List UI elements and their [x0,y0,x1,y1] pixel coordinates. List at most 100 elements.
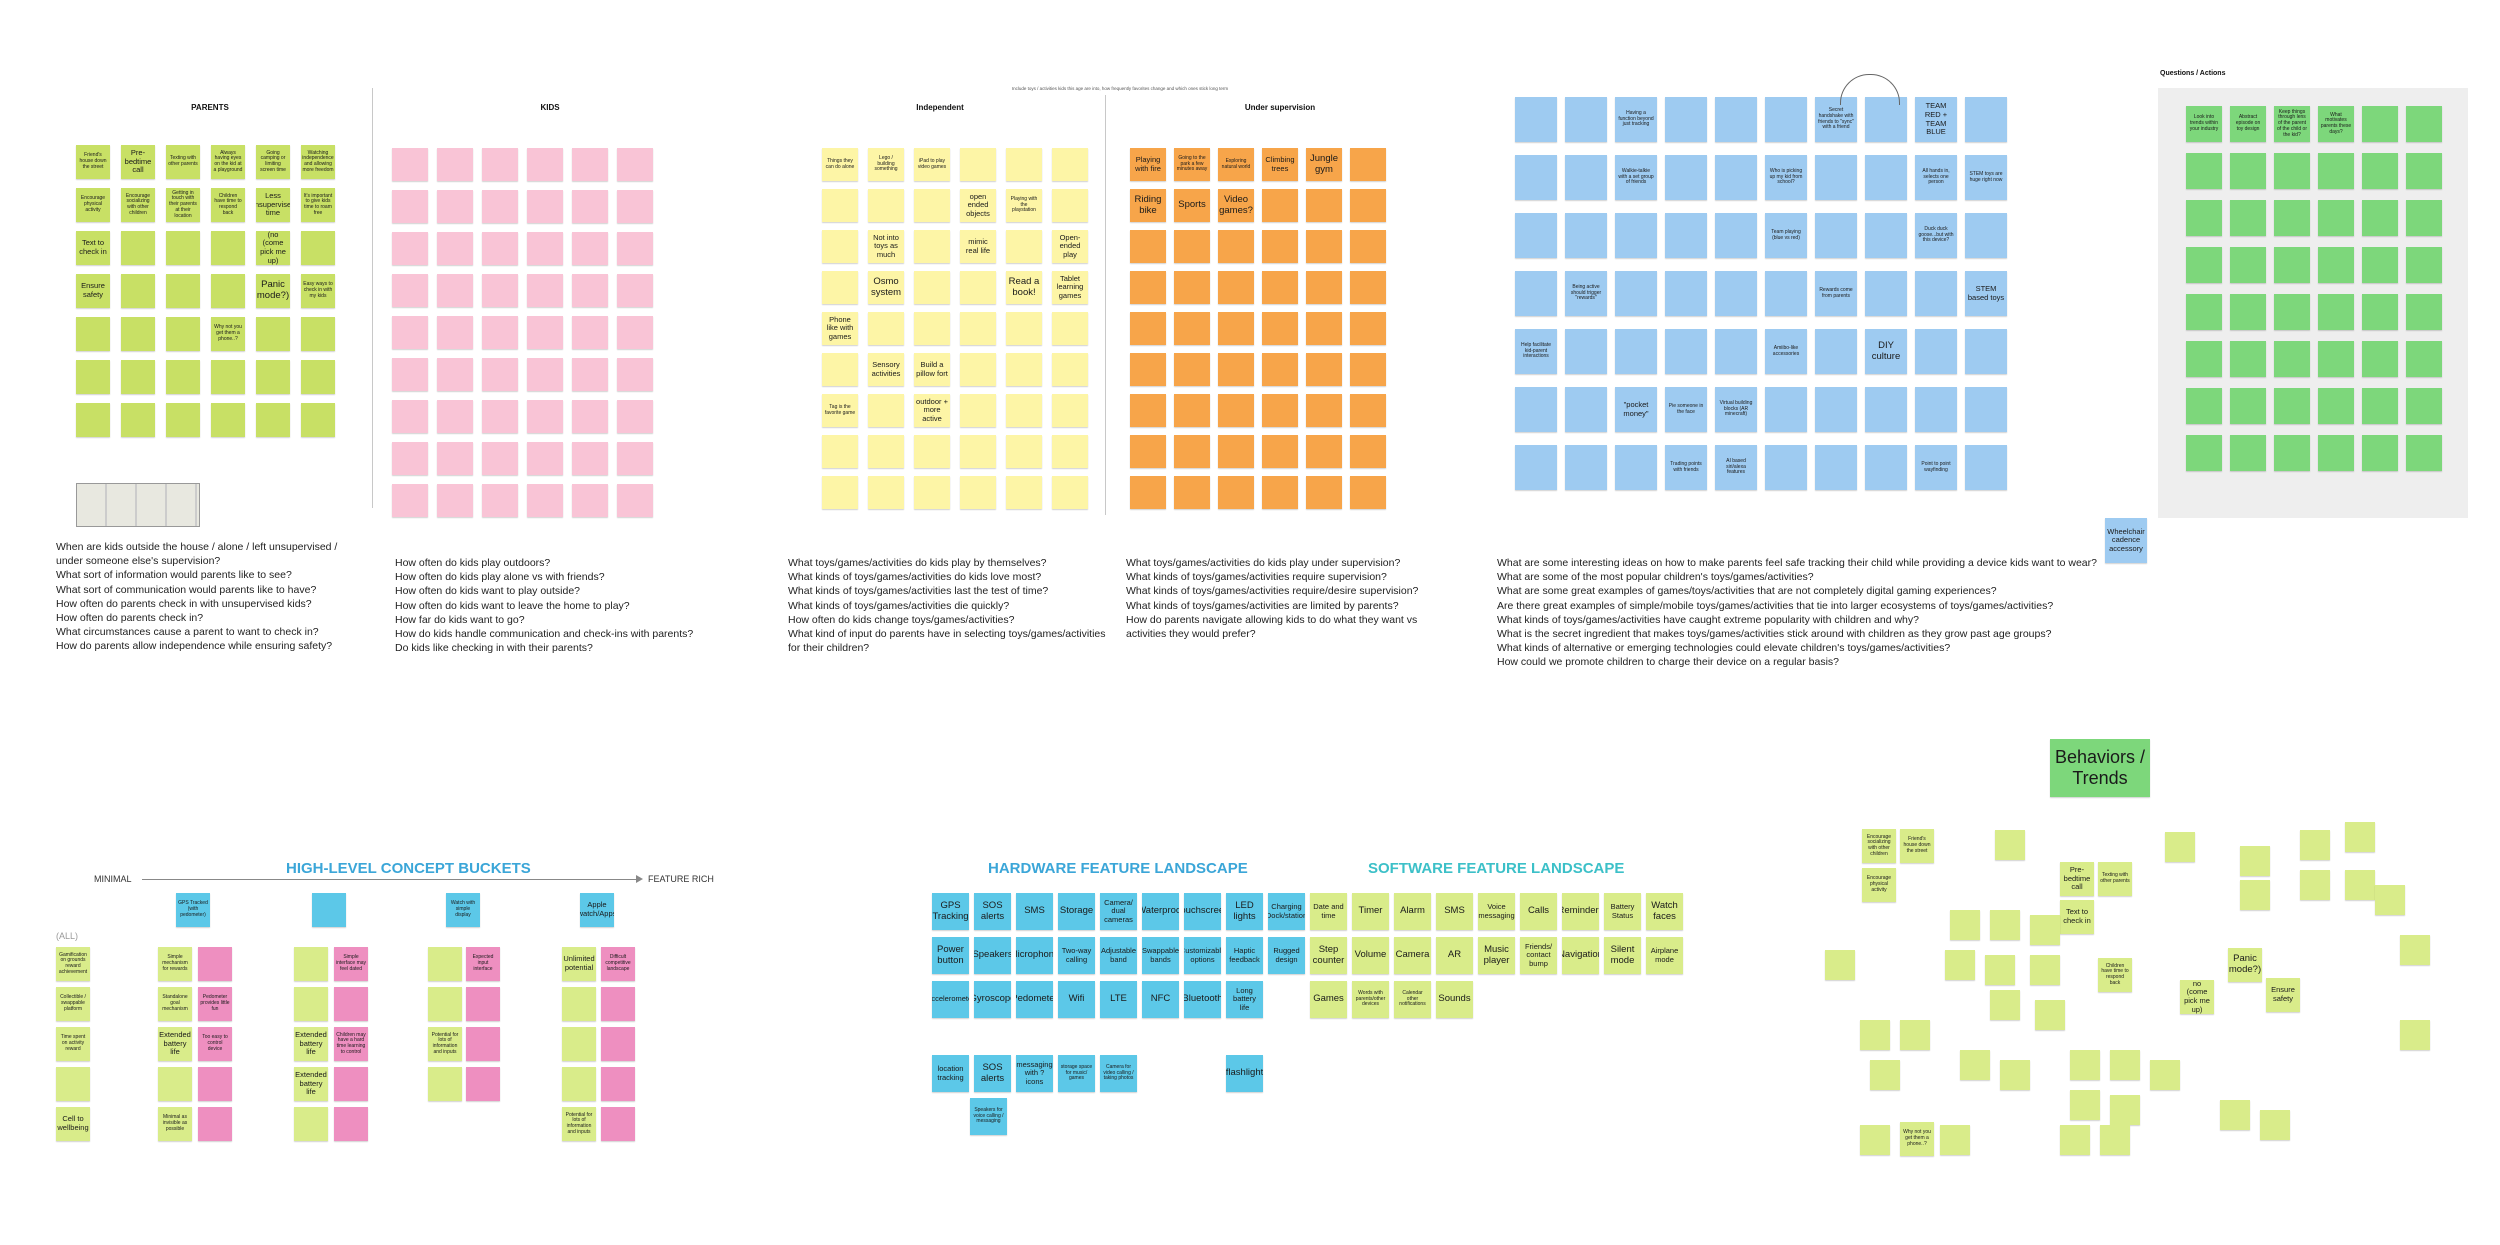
sticky-note: Airplane mode [1646,937,1683,974]
sticky-note: Duck duck goose...but with this device? [1915,213,1957,258]
software-title: SOFTWARE FEATURE LANDSCAPE [1368,860,1625,877]
sticky-note [482,232,518,265]
question-line: under someone else's supervision? [56,555,221,568]
sticky-note [1565,97,1607,142]
sticky-note: Not into toys as much [868,230,904,263]
sticky-note [527,442,563,475]
question-line: What kinds of toys/games/activities requ… [1126,571,1387,584]
sticky-note: Alarm [1394,893,1431,930]
sticky-note: Tablet learning games [1052,271,1088,304]
sticky-note: Words with parents/other devices [1352,981,1389,1018]
sticky-note: flashlight [1226,1055,1263,1092]
sticky-note: Open-ended play [1052,230,1088,263]
sticky-note [1006,148,1042,181]
sticky-note [2274,388,2310,424]
sticky-note [1865,445,1907,490]
sticky-note [392,442,428,475]
sticky-note [1665,97,1707,142]
sticky-note [1006,312,1042,345]
sticky-note: Apple watch/Apps [580,893,614,927]
sticky-note [527,190,563,223]
sticky-note [822,476,858,509]
sticky-note [211,360,245,394]
sticky-note [1965,213,2007,258]
sticky-note: Extended battery life [294,1027,328,1061]
sticky-note [1615,329,1657,374]
sticky-note [482,316,518,349]
sticky-note [1565,213,1607,258]
kids-notes-grid [392,148,653,517]
sticky-note: Navigation [1562,937,1599,974]
sticky-note [2318,341,2354,377]
sticky-note [121,317,155,351]
sticky-note [2362,294,2398,330]
sticky-note [392,358,428,391]
sticky-note [1565,155,1607,200]
sticky-note [572,358,608,391]
sticky-note [1615,213,1657,258]
question-line: How often do kids want to leave the home… [395,599,630,612]
sticky-note: Simple interface may feel dated [334,947,368,981]
questions-parents: When are kids outside the house / alone … [56,540,337,653]
sticky-note [1218,394,1254,427]
sticky-note [482,484,518,517]
sticky-note [466,1067,500,1101]
sticky-note [572,190,608,223]
sticky-note [2406,435,2442,471]
sticky-note [1006,394,1042,427]
sticky-note [914,271,950,304]
sticky-note [482,274,518,307]
sticky-note [1262,435,1298,468]
sticky-note [1765,387,1807,432]
sticky-note [301,360,335,394]
sticky-note: Ensure safety [76,274,110,308]
questions-supervision: What toys/games/activities do kids play … [1126,556,1418,641]
sticky-note [1515,155,1557,200]
sticky-note [2274,247,2310,283]
sticky-note: Watch with simple display [446,893,480,927]
sticky-note [572,316,608,349]
sticky-note [914,476,950,509]
sticky-note [1350,148,1386,181]
wheelchair-note: Wheelchair cadence accessory [2105,518,2147,563]
sticky-note [2362,247,2398,283]
sticky-note: Music player [1478,937,1515,974]
sticky-note [1615,445,1657,490]
sticky-note: Sensory activities [868,353,904,386]
sticky-note [1306,476,1342,509]
sticky-note: Text to check in [76,231,110,265]
sticky-note [527,400,563,433]
sticky-note [1945,950,1975,980]
sticky-note [601,987,635,1021]
sticky-note: Too easy to control device [198,1027,232,1061]
sticky-note [2240,846,2270,876]
sticky-note [2220,1100,2250,1130]
sticky-note: Keep things through lens of the parent o… [2274,106,2310,142]
sticky-note [527,274,563,307]
sticky-note [2345,870,2375,900]
question-line: How do parents navigate allowing kids to… [1126,613,1418,626]
sticky-note [1965,387,2007,432]
sticky-note: Encourage physical activity [1862,868,1896,902]
sticky-note [1006,230,1042,263]
sticky-note [1262,271,1298,304]
question-line: How do kids handle communication and che… [395,627,694,640]
sticky-note: Amiibo-like accessories [1765,329,1807,374]
sticky-note: Abstract episode on toy design [2230,106,2266,142]
sticky-note: Two-way calling [1058,937,1095,974]
sticky-note [2362,153,2398,189]
sticky-note [2030,915,2060,945]
sticky-note [2274,435,2310,471]
sticky-note: SMS [1436,893,1473,930]
sticky-note: Camera [1394,937,1431,974]
sticky-note: Pedometer [1016,981,1053,1018]
sticky-note [76,403,110,437]
sticky-note: Microphone [1016,937,1053,974]
sticky-note [482,190,518,223]
sticky-note [960,394,996,427]
sticky-note [1218,271,1254,304]
sticky-note [2260,1110,2290,1140]
sticky-note: Video games? [1218,189,1254,222]
sticky-note [914,189,950,222]
sticky-note [868,394,904,427]
